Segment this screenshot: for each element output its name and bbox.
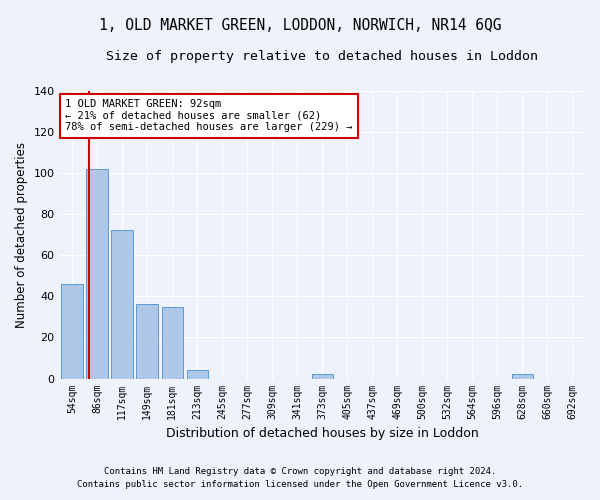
- Text: 1, OLD MARKET GREEN, LODDON, NORWICH, NR14 6QG: 1, OLD MARKET GREEN, LODDON, NORWICH, NR…: [99, 18, 501, 32]
- Bar: [136, 304, 158, 378]
- X-axis label: Distribution of detached houses by size in Loddon: Distribution of detached houses by size …: [166, 427, 479, 440]
- Bar: [86, 168, 108, 378]
- Text: Contains HM Land Registry data © Crown copyright and database right 2024.: Contains HM Land Registry data © Crown c…: [104, 467, 496, 476]
- Bar: [161, 306, 183, 378]
- Text: 1 OLD MARKET GREEN: 92sqm
← 21% of detached houses are smaller (62)
78% of semi-: 1 OLD MARKET GREEN: 92sqm ← 21% of detac…: [65, 99, 352, 132]
- Bar: [187, 370, 208, 378]
- Bar: [512, 374, 533, 378]
- Text: Contains public sector information licensed under the Open Government Licence v3: Contains public sector information licen…: [77, 480, 523, 489]
- Y-axis label: Number of detached properties: Number of detached properties: [15, 142, 28, 328]
- Bar: [112, 230, 133, 378]
- Bar: [311, 374, 333, 378]
- Bar: [61, 284, 83, 378]
- Title: Size of property relative to detached houses in Loddon: Size of property relative to detached ho…: [106, 50, 538, 63]
